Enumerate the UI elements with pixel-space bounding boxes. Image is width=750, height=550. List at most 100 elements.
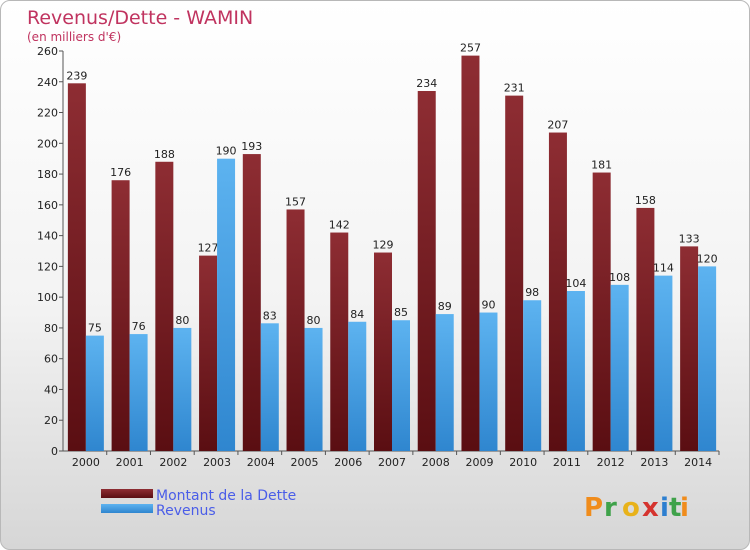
y-tick-label: 120	[37, 260, 58, 273]
proxiti-logo: P r o x i t i	[584, 493, 689, 523]
data-label: 104	[565, 277, 586, 290]
bar-dette	[417, 91, 436, 451]
data-label: 84	[350, 308, 364, 321]
bar-revenus	[173, 327, 192, 451]
logo-letter: r	[604, 493, 617, 523]
data-label: 98	[525, 286, 539, 299]
x-tick-label: 2012	[597, 456, 625, 469]
legend-label-debt: Montant de la Dette	[156, 488, 296, 504]
data-label: 142	[329, 219, 350, 232]
x-tick-label: 2007	[378, 456, 406, 469]
bar-dette	[111, 180, 130, 451]
bar-dette	[330, 232, 349, 451]
bar-revenus	[129, 334, 148, 451]
data-label: 127	[198, 242, 219, 255]
x-tick-label: 2013	[640, 456, 668, 469]
bar-dette	[505, 95, 524, 451]
x-tick-label: 2003	[203, 456, 231, 469]
bar-revenus	[304, 327, 323, 451]
data-label: 85	[394, 306, 408, 319]
bar-revenus	[479, 312, 498, 451]
data-label: 89	[438, 300, 452, 313]
logo-letter: i	[660, 493, 669, 523]
data-label: 207	[547, 119, 568, 132]
bars: 239 75 176 76 188 80 127 190 193 83 157 80 142 84 129 8…	[66, 42, 718, 452]
data-label: 83	[263, 309, 277, 322]
data-label: 176	[110, 166, 131, 179]
legend-swatch-revenus	[101, 504, 153, 513]
data-label: 190	[216, 145, 237, 158]
axes: 0 20 40 60 80 100 120 140 160 180 200 220 240 260 2000…	[37, 45, 720, 469]
bar-dette	[199, 255, 218, 451]
data-label: 120	[697, 252, 718, 265]
x-tick-label: 2002	[159, 456, 187, 469]
x-tick-label: 2014	[684, 456, 712, 469]
x-tick-label: 2001	[116, 456, 144, 469]
data-label: 231	[504, 82, 525, 95]
data-label: 181	[591, 159, 612, 172]
x-tick-label: 2009	[465, 456, 493, 469]
data-label: 188	[154, 148, 175, 161]
y-tick-label: 240	[37, 76, 58, 89]
bar-dette	[286, 209, 305, 451]
y-tick-label: 100	[37, 291, 58, 304]
y-tick-label: 60	[44, 353, 58, 366]
data-label: 108	[609, 271, 630, 284]
logo-letter: P	[584, 493, 603, 523]
bar-revenus	[348, 321, 367, 451]
data-label: 257	[460, 42, 481, 55]
bar-revenus	[610, 284, 629, 451]
y-tick-label: 180	[37, 168, 58, 181]
logo-letter: i	[680, 493, 689, 523]
data-label: 114	[653, 262, 674, 275]
bar-revenus	[217, 158, 236, 451]
chart-subtitle: (en milliers d'€)	[27, 30, 121, 44]
bar-dette	[680, 246, 699, 451]
bar-revenus	[392, 320, 410, 451]
bar-dette	[636, 207, 655, 451]
data-label: 157	[285, 195, 306, 208]
data-label: 76	[132, 320, 146, 333]
x-tick-label: 2008	[422, 456, 450, 469]
bar-revenus	[698, 266, 717, 451]
legend: Montant de la Dette Revenus	[101, 488, 296, 519]
logo-letter: x	[642, 493, 659, 523]
y-tick-label: 40	[44, 383, 58, 396]
logo-letter: o	[622, 493, 640, 523]
y-tick-label: 220	[37, 107, 58, 120]
bar-revenus	[85, 335, 104, 451]
data-label: 193	[241, 140, 262, 153]
bar-dette	[374, 252, 392, 451]
bar-revenus	[654, 275, 673, 451]
x-tick-label: 2000	[72, 456, 100, 469]
x-tick-label: 2006	[334, 456, 362, 469]
y-tick-label: 0	[51, 445, 58, 458]
bar-revenus	[260, 323, 279, 451]
x-tick-label: 2004	[247, 456, 275, 469]
legend-label-revenus: Revenus	[156, 503, 216, 519]
x-tick-label: 2010	[509, 456, 537, 469]
bar-dette	[592, 172, 611, 452]
bar-revenus	[523, 300, 542, 451]
x-tick-label: 2011	[553, 456, 581, 469]
bar-dette	[548, 132, 567, 452]
y-tick-label: 160	[37, 199, 58, 212]
legend-swatch-debt	[101, 489, 153, 498]
chart-title: Revenus/Dette - WAMIN	[27, 7, 253, 29]
y-tick-label: 200	[37, 137, 58, 150]
data-label: 234	[416, 77, 437, 90]
data-label: 80	[175, 314, 189, 327]
data-label: 239	[66, 69, 87, 82]
bar-revenus	[435, 314, 454, 451]
data-label: 90	[481, 299, 495, 312]
bar-dette	[242, 154, 261, 452]
x-tick-label: 2005	[291, 456, 319, 469]
bar-dette	[461, 55, 480, 451]
data-label: 75	[88, 322, 102, 335]
data-label: 80	[307, 314, 321, 327]
data-label: 133	[679, 232, 700, 245]
logo-letter: t	[669, 493, 681, 523]
bar-dette	[67, 83, 86, 452]
